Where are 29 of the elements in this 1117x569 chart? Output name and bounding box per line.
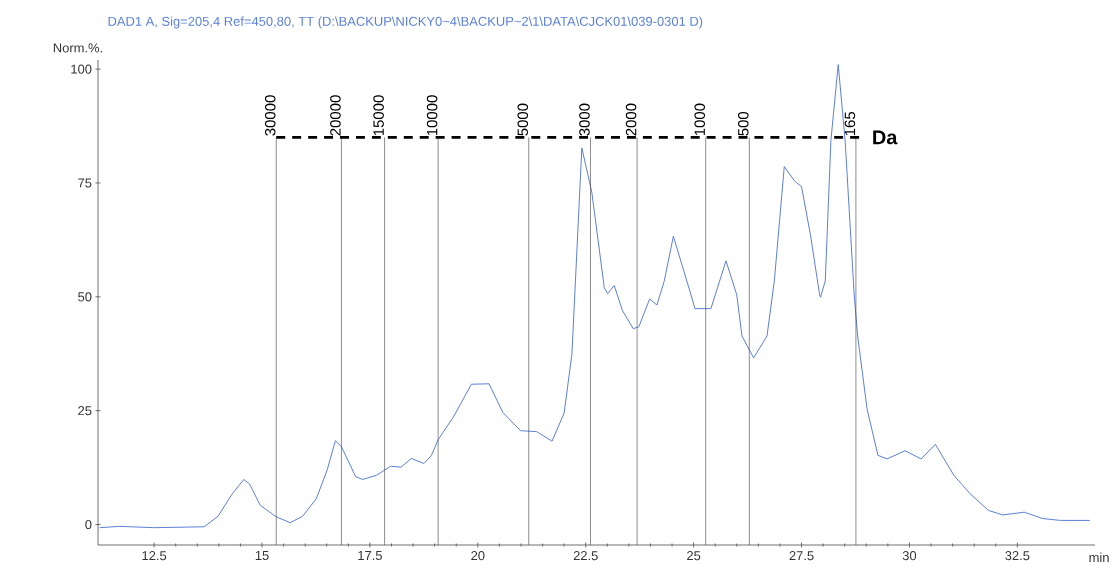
- y-tick-label: 0: [85, 519, 92, 530]
- x-tick-label: 22.5: [573, 551, 598, 561]
- x-tick-label: 12.5: [142, 551, 167, 561]
- annotation: 2000: [625, 103, 637, 136]
- y-tick-label: 75: [78, 178, 92, 188]
- annotation: 500: [738, 111, 749, 136]
- x-tick-label: 15: [255, 551, 269, 561]
- annotation: 20000: [330, 95, 341, 136]
- line-series: [99, 64, 1091, 529]
- annotation: 30000: [264, 95, 276, 136]
- annotation: 3000: [579, 103, 590, 136]
- annotation: 5000: [517, 103, 529, 136]
- annotation: 10000: [426, 95, 438, 136]
- chart-title: DAD1 A, Sig=205,4 Ref=450,80, TT (D:\BACKUP\NICKY0~4\BACKUP~2\1\DATA\CJCK01\039-0301 D): [108, 16, 703, 29]
- x-tick-label: 32.5: [1005, 551, 1030, 561]
- x-tick-label: 20: [471, 551, 485, 561]
- y-tick-label: 100: [71, 64, 92, 74]
- x-tick-label: 30: [902, 551, 917, 561]
- annotation: 165: [844, 111, 856, 136]
- x-tick-label: 27.5: [789, 551, 814, 561]
- y-axis-title: Norm.%.: [53, 43, 102, 53]
- annotation: 15000: [373, 95, 384, 136]
- y-tick-label: 50: [78, 292, 92, 302]
- x-tick-label: 25: [687, 551, 701, 561]
- ref-line-label: Da: [873, 130, 898, 145]
- annotation: 1000: [694, 103, 705, 136]
- x-tick-label: 17.5: [358, 551, 382, 561]
- x-axis-title: min: [1089, 552, 1109, 562]
- y-tick-label: 25: [78, 406, 92, 416]
